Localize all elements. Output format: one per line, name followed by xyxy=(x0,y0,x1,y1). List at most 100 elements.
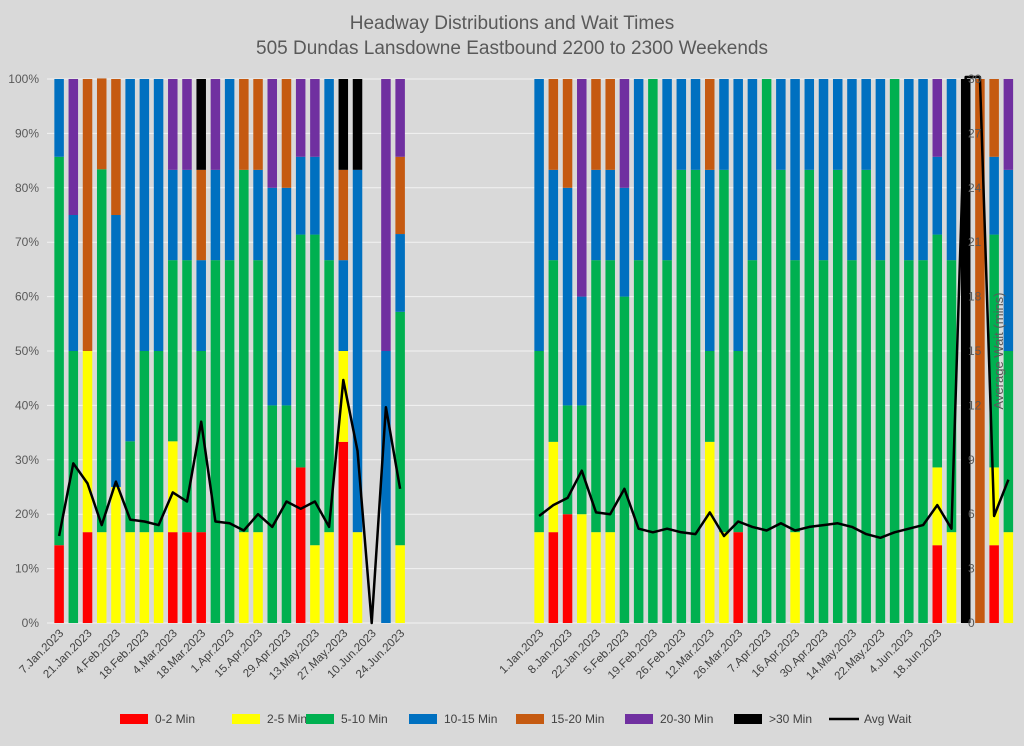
bar-segment-25min xyxy=(591,532,601,623)
bar-segment-2030min xyxy=(68,79,79,215)
bar-segment-02min xyxy=(733,532,743,623)
bar-segment-2030min xyxy=(395,79,405,157)
bar-segment-1520min xyxy=(989,79,999,157)
bar-segment-1520min xyxy=(562,79,573,188)
bar-segment-1015min xyxy=(295,156,306,235)
bar-segment-510min xyxy=(747,260,758,623)
bar-segment-1015min xyxy=(168,169,178,261)
y-right-tick-label: 6 xyxy=(968,507,975,521)
bar-segment-510min xyxy=(281,405,292,623)
bar-segment-510min xyxy=(168,260,178,442)
bar-segment-510min xyxy=(875,260,886,623)
bar-segment-1015min xyxy=(932,156,943,235)
bar-segment-2030min xyxy=(267,79,278,188)
bar-segment-510min xyxy=(946,260,957,533)
bar-segment-510min xyxy=(534,351,544,533)
bar-segment-02min xyxy=(168,532,178,623)
bar-segment-510min xyxy=(324,260,334,533)
bar-segment-510min xyxy=(790,260,800,533)
legend-label: 15-20 Min xyxy=(551,712,604,726)
bar-segment-1015min xyxy=(562,187,573,406)
y-left-tick-label: 100% xyxy=(8,72,39,86)
bar-segment-25min xyxy=(153,532,164,623)
bar-segment-1015min xyxy=(605,169,615,261)
bar-segment-510min xyxy=(96,169,107,533)
bar-segment-1520min xyxy=(705,79,715,170)
bar-segment-1520min xyxy=(548,79,559,170)
bar-segment-1015min xyxy=(818,79,829,261)
bar-segment-510min xyxy=(861,169,871,623)
legend: 0-2 Min 2-5 Min 5-10 Min 10-15 Min 15-20 Min… xyxy=(120,712,912,726)
bar-segment-1015min xyxy=(338,260,349,351)
bar-segment-2030min xyxy=(310,79,320,157)
bar-segment-510min xyxy=(804,169,815,623)
bar-segment-25min xyxy=(168,441,178,533)
y-left-tick-label: 70% xyxy=(15,235,39,249)
bar-segment-02min xyxy=(54,545,64,623)
y-right-tick-label: 15 xyxy=(968,344,982,358)
bar-segment-1015min xyxy=(125,79,135,442)
bar-stacks xyxy=(54,78,1014,623)
bar-segment-1520min xyxy=(96,78,107,170)
legend-swatch xyxy=(120,714,148,724)
bar-segment-1520min xyxy=(338,169,349,261)
bar-segment-510min xyxy=(239,169,249,533)
bar-segment-1015min xyxy=(676,79,687,170)
bar-segment-1015min xyxy=(861,79,871,170)
bar-segment-1520min xyxy=(975,79,985,623)
bar-segment-510min xyxy=(676,169,687,623)
bar-segment-1015min xyxy=(577,296,587,406)
bar-segment-1015min xyxy=(989,156,999,235)
bar-segment-2030min xyxy=(932,79,943,157)
right-axis-label: Average Wait (mins) xyxy=(991,292,1006,409)
bar-segment-1520min xyxy=(605,79,615,170)
bar-segment-1015min xyxy=(153,79,164,351)
bar-segment-25min xyxy=(946,532,957,623)
bar-segment-1520min xyxy=(395,156,405,235)
bar-segment-1015min xyxy=(832,79,843,170)
bar-segment-25min xyxy=(239,532,249,623)
bar-segment-1015min xyxy=(534,79,544,351)
bar-segment-1520min xyxy=(111,79,121,215)
bar-segment-510min xyxy=(648,79,658,623)
bar-segment-2030min xyxy=(381,79,391,351)
bar-segment-25min xyxy=(548,441,559,533)
bar-segment-1520min xyxy=(281,79,292,188)
y-right-tick-label: 21 xyxy=(968,235,982,249)
bar-segment-510min xyxy=(548,260,559,442)
bar-segment-25min xyxy=(253,532,263,623)
bar-segment-25min xyxy=(605,532,615,623)
bar-segment-510min xyxy=(182,260,192,533)
bar-segment-1520min xyxy=(253,79,263,170)
bar-segment-510min xyxy=(989,234,999,468)
y-left-tick-label: 0% xyxy=(22,616,40,630)
y-left-tick-label: 80% xyxy=(15,181,39,195)
bar-segment-510min xyxy=(562,405,573,515)
bar-segment-510min xyxy=(932,234,943,468)
bar-segment-02min xyxy=(932,545,943,623)
bar-segment-1015min xyxy=(224,79,235,261)
bar-segment-1015min xyxy=(111,215,121,487)
legend-swatch xyxy=(409,714,437,724)
bar-segment-02min xyxy=(196,532,206,623)
bar-segment-510min xyxy=(224,260,235,623)
bar-segment-1015min xyxy=(705,169,715,351)
bar-segment-30min xyxy=(196,79,206,170)
bar-segment-1015min xyxy=(733,79,743,351)
bar-segment-510min xyxy=(1003,351,1014,533)
bar-segment-25min xyxy=(111,487,121,623)
bar-segment-510min xyxy=(619,296,630,623)
bar-segment-510min xyxy=(253,260,263,533)
legend-label: Avg Wait xyxy=(864,712,912,726)
bar-segment-1015min xyxy=(946,79,957,261)
bar-segment-2030min xyxy=(577,79,587,297)
bar-segment-25min xyxy=(352,532,363,623)
avg-wait-line xyxy=(57,378,402,625)
bar-segment-1015min xyxy=(847,79,857,261)
bar-segment-1015min xyxy=(548,169,559,261)
bar-segment-02min xyxy=(295,467,306,623)
legend-swatch xyxy=(306,714,334,724)
bar-segment-510min xyxy=(153,351,164,533)
bar-segment-510min xyxy=(633,260,644,623)
